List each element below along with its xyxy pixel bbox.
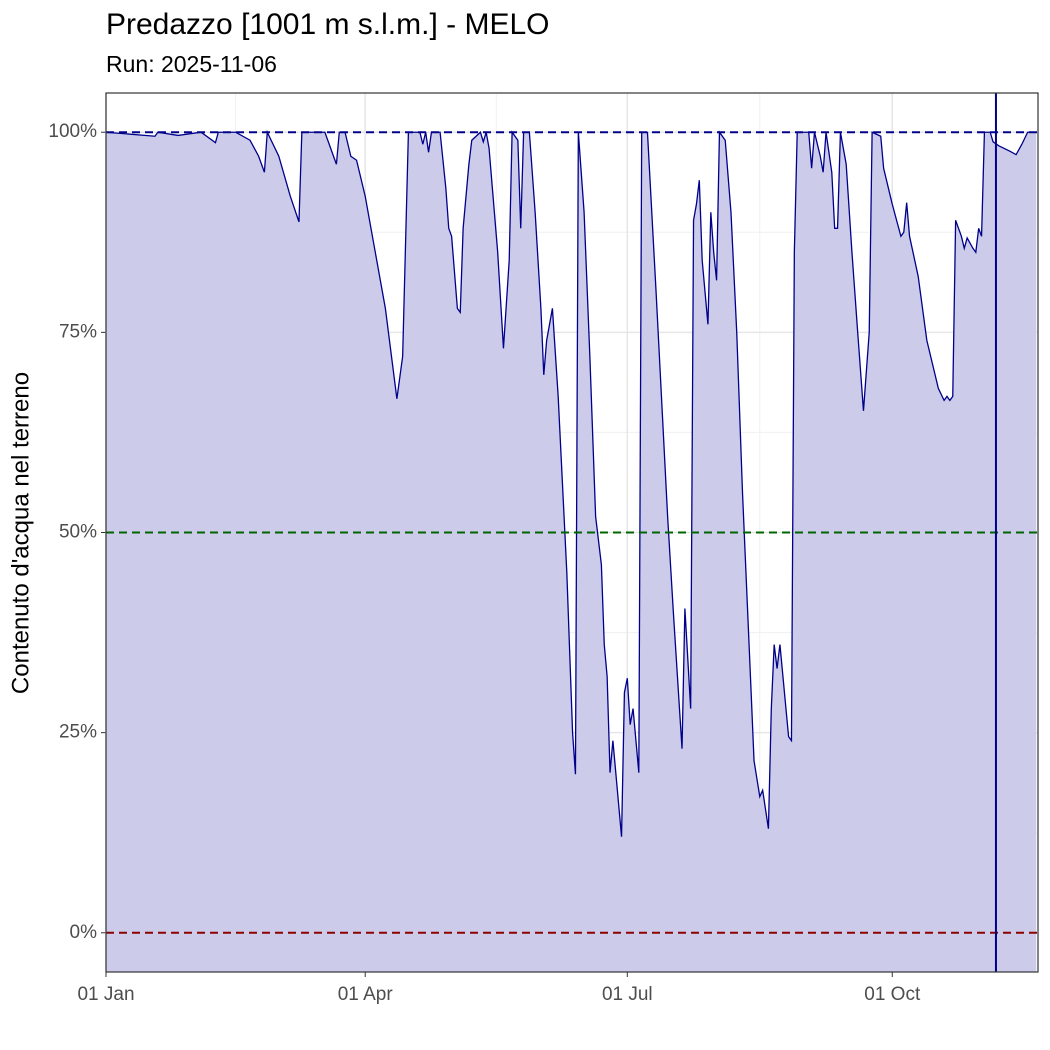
y-tick-label: 25% (59, 722, 97, 743)
panel-border (105, 92, 1039, 973)
x-tick-label: 01 Jul (602, 984, 653, 1005)
y-tick-label: 0% (70, 922, 98, 943)
x-tick-label: 01 Oct (864, 984, 921, 1005)
y-tick-label: 75% (59, 321, 97, 342)
y-tick-label: 50% (59, 522, 97, 543)
chart-title: Predazzo [1001 m s.l.m.] - MELO (106, 8, 549, 41)
area (106, 132, 1037, 972)
chart-subtitle: Run: 2025-11-06 (106, 51, 277, 77)
x-tick-label: 01 Apr (338, 984, 394, 1005)
x-tick-label: 01 Jan (77, 984, 134, 1005)
y-axis-label: Contenuto d'acqua nel terreno (7, 372, 34, 694)
y-tick-label: 100% (48, 121, 97, 142)
